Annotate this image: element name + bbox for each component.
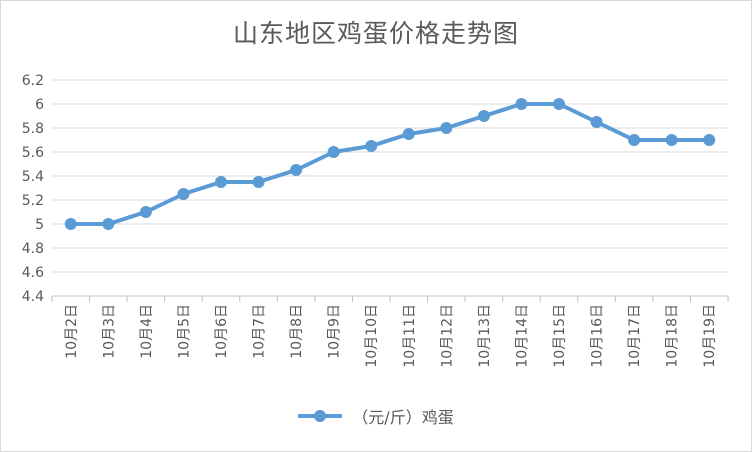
data-point	[327, 146, 340, 158]
data-point	[440, 122, 453, 134]
chart-title: 山东地区鸡蛋价格走势图	[232, 19, 519, 48]
x-tick-label: 10月14日	[514, 304, 530, 368]
grid-lines	[52, 79, 728, 297]
data-point	[590, 116, 603, 128]
x-tick-label: 10月16日	[590, 304, 606, 368]
x-tick-label: 10月17日	[627, 304, 643, 368]
x-tick-label: 10月6日	[214, 304, 230, 359]
data-point	[177, 188, 190, 200]
data-point	[102, 218, 115, 230]
series-layer	[64, 98, 716, 230]
y-tick-label: 4.6	[22, 265, 44, 281]
data-point	[553, 98, 565, 110]
y-tick-label: 5.6	[22, 145, 44, 161]
x-tick-label: 10月11日	[402, 304, 418, 368]
legend-label: （元/斤）鸡蛋	[352, 408, 454, 427]
data-point	[477, 110, 490, 122]
x-tick-label: 10月10日	[364, 304, 380, 368]
data-point	[365, 140, 378, 152]
x-tick-label: 10月15日	[552, 304, 568, 368]
data-point	[402, 128, 415, 140]
data-point	[290, 164, 303, 176]
x-tick-label: 10月18日	[665, 304, 681, 368]
data-point	[703, 134, 716, 146]
x-tick-label: 10月8日	[289, 304, 305, 359]
legend-marker-icon	[298, 410, 343, 422]
data-point	[215, 176, 227, 188]
y-axis-tick-labels: 4.4 4.6 4.8 5 5.2 5.4 5.6 5.8 6 6.2	[22, 73, 44, 305]
y-tick-label: 5	[35, 217, 44, 233]
legend: （元/斤）鸡蛋	[0, 404, 752, 428]
x-axis-tick-labels: 10月2日 10月3日 10月4日 10月5日 10月6日 10月7日 10月8日 10月9日…	[64, 304, 718, 368]
data-point	[252, 176, 265, 188]
y-tick-label: 6	[35, 97, 44, 113]
y-tick-label: 5.4	[22, 169, 44, 185]
x-tick-label: 10月2日	[64, 304, 80, 359]
x-tick-label: 10月9日	[327, 304, 343, 359]
series-line	[68, 102, 712, 226]
data-point	[139, 206, 152, 218]
data-point	[628, 134, 641, 146]
x-tick-label: 10月4日	[139, 304, 155, 359]
x-tick-label: 10月12日	[439, 304, 455, 368]
y-tick-label: 5.8	[22, 121, 44, 137]
data-point	[515, 98, 528, 110]
data-point	[64, 218, 77, 230]
y-tick-label: 5.2	[22, 193, 44, 209]
y-tick-label: 4.8	[22, 241, 44, 257]
x-axis	[51, 295, 729, 302]
y-tick-label: 4.4	[22, 289, 44, 305]
x-tick-label: 10月7日	[252, 304, 268, 359]
y-tick-label: 6.2	[22, 73, 44, 89]
x-tick-label: 10月19日	[702, 304, 718, 368]
x-tick-label: 10月13日	[477, 304, 493, 368]
x-tick-label: 10月5日	[176, 304, 192, 359]
data-point	[665, 134, 678, 146]
x-tick-label: 10月3日	[101, 304, 117, 359]
